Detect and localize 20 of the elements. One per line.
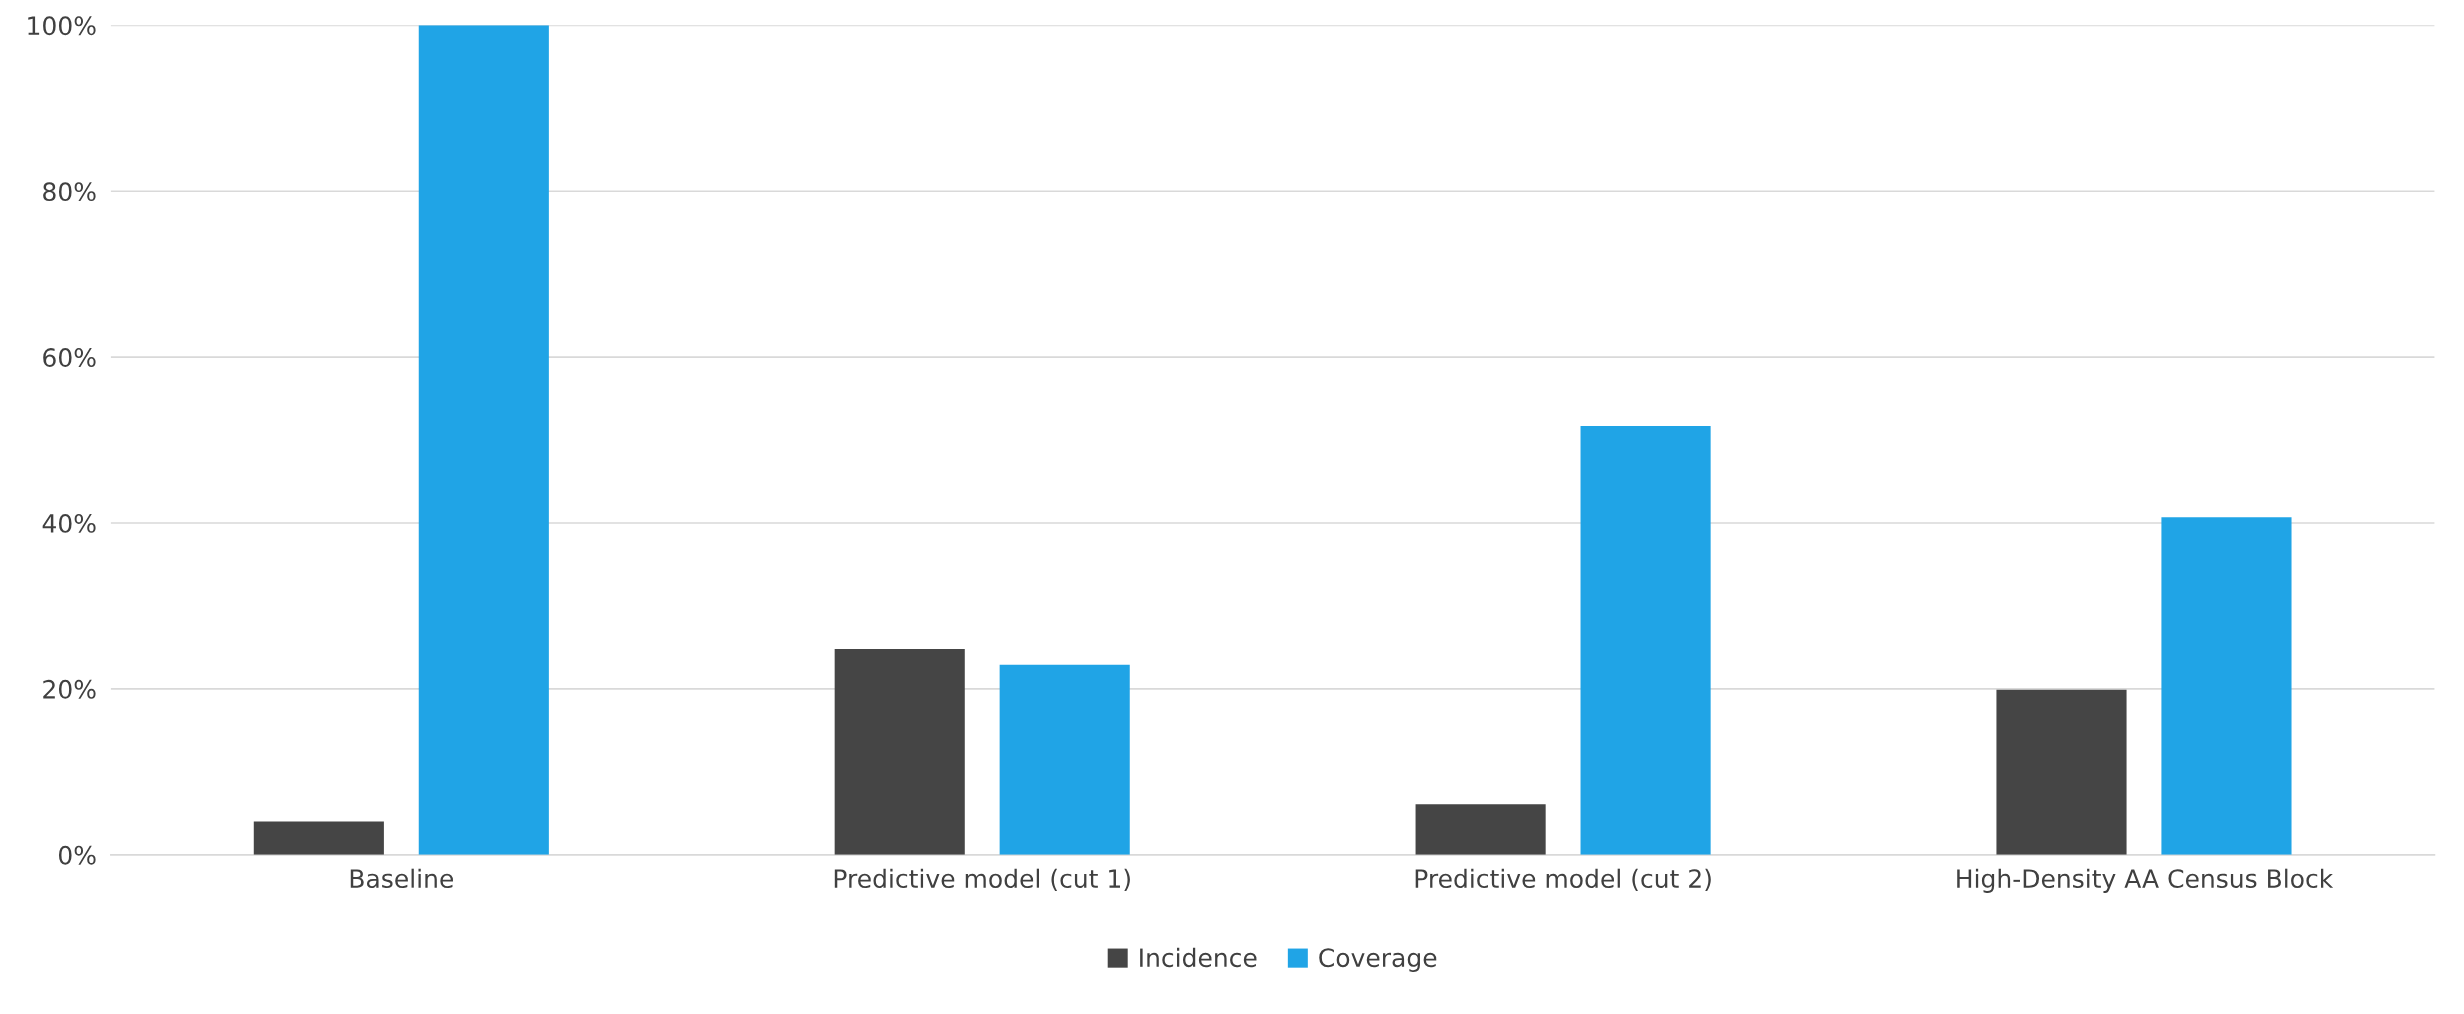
y-tick-label: 100%: [28, 16, 96, 36]
bar: [253, 821, 384, 855]
bar: [1580, 425, 1711, 855]
x-tick-label: Predictive model (cut 2): [1415, 868, 1711, 891]
x-tick-label: Predictive model (cut 1): [834, 868, 1130, 891]
bar: [834, 649, 965, 855]
legend-label: Coverage: [1319, 948, 1437, 972]
bar: [1996, 689, 2127, 855]
y-tick-label: 0%: [58, 845, 96, 865]
bar: [418, 25, 549, 855]
x-tick-label: High-Density AA Census Block: [1957, 868, 2334, 893]
bar: [999, 664, 1130, 855]
legend-label: Incidence: [1140, 947, 1257, 968]
x-tick-label: Baseline: [350, 868, 453, 889]
y-tick-label: 20%: [43, 679, 96, 699]
y-tick-label: 60%: [43, 348, 96, 367]
bar: [1415, 804, 1546, 855]
y-tick-label: 80%: [43, 182, 96, 202]
y-tick-label: 40%: [42, 513, 96, 533]
bar: [2161, 517, 2292, 855]
